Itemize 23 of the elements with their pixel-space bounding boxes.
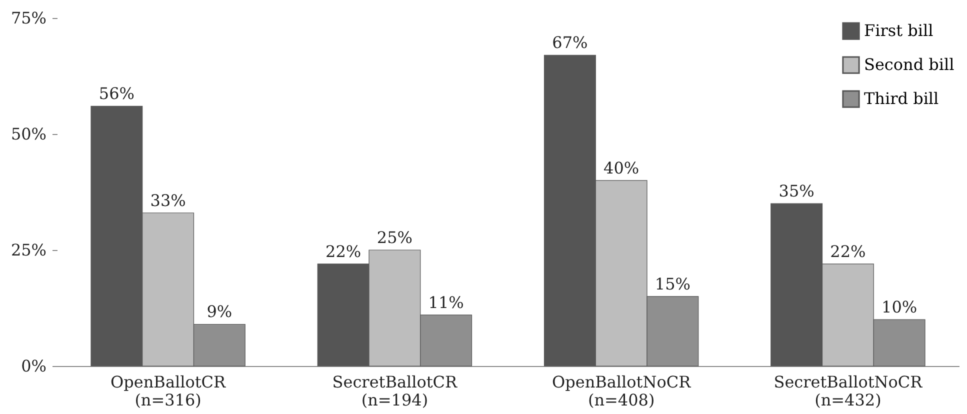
x-tick-label: OpenBallotNoCR (n=408) <box>552 372 692 410</box>
y-tick-label: 0% <box>21 356 46 376</box>
data-label: 25% <box>376 228 412 247</box>
data-label: 11% <box>428 292 464 312</box>
y-tick-label: 75% <box>10 8 46 28</box>
legend-label: Second bill <box>864 55 954 74</box>
x-tick-label: SecretBallotNoCR (n=432) <box>774 372 924 410</box>
data-label: 9% <box>206 302 232 322</box>
data-label: 67% <box>552 33 588 52</box>
data-label: 33% <box>150 190 186 210</box>
x-tick-label: SecretBallotCR (n=194) <box>332 372 458 410</box>
y-tick-label: 50% <box>10 124 46 144</box>
data-label: 40% <box>604 158 640 178</box>
data-label: 56% <box>98 84 134 104</box>
legend-label: Third bill <box>864 89 939 108</box>
data-label: 22% <box>326 242 362 261</box>
x-tick-label: OpenBallotCR (n=316) <box>110 372 227 410</box>
data-label: 15% <box>654 274 690 294</box>
data-label: 35% <box>778 182 814 201</box>
data-label: 22% <box>830 242 866 261</box>
legend-label: First bill <box>864 21 934 40</box>
data-label: 10% <box>882 298 918 317</box>
y-tick-label: 25% <box>10 240 46 260</box>
